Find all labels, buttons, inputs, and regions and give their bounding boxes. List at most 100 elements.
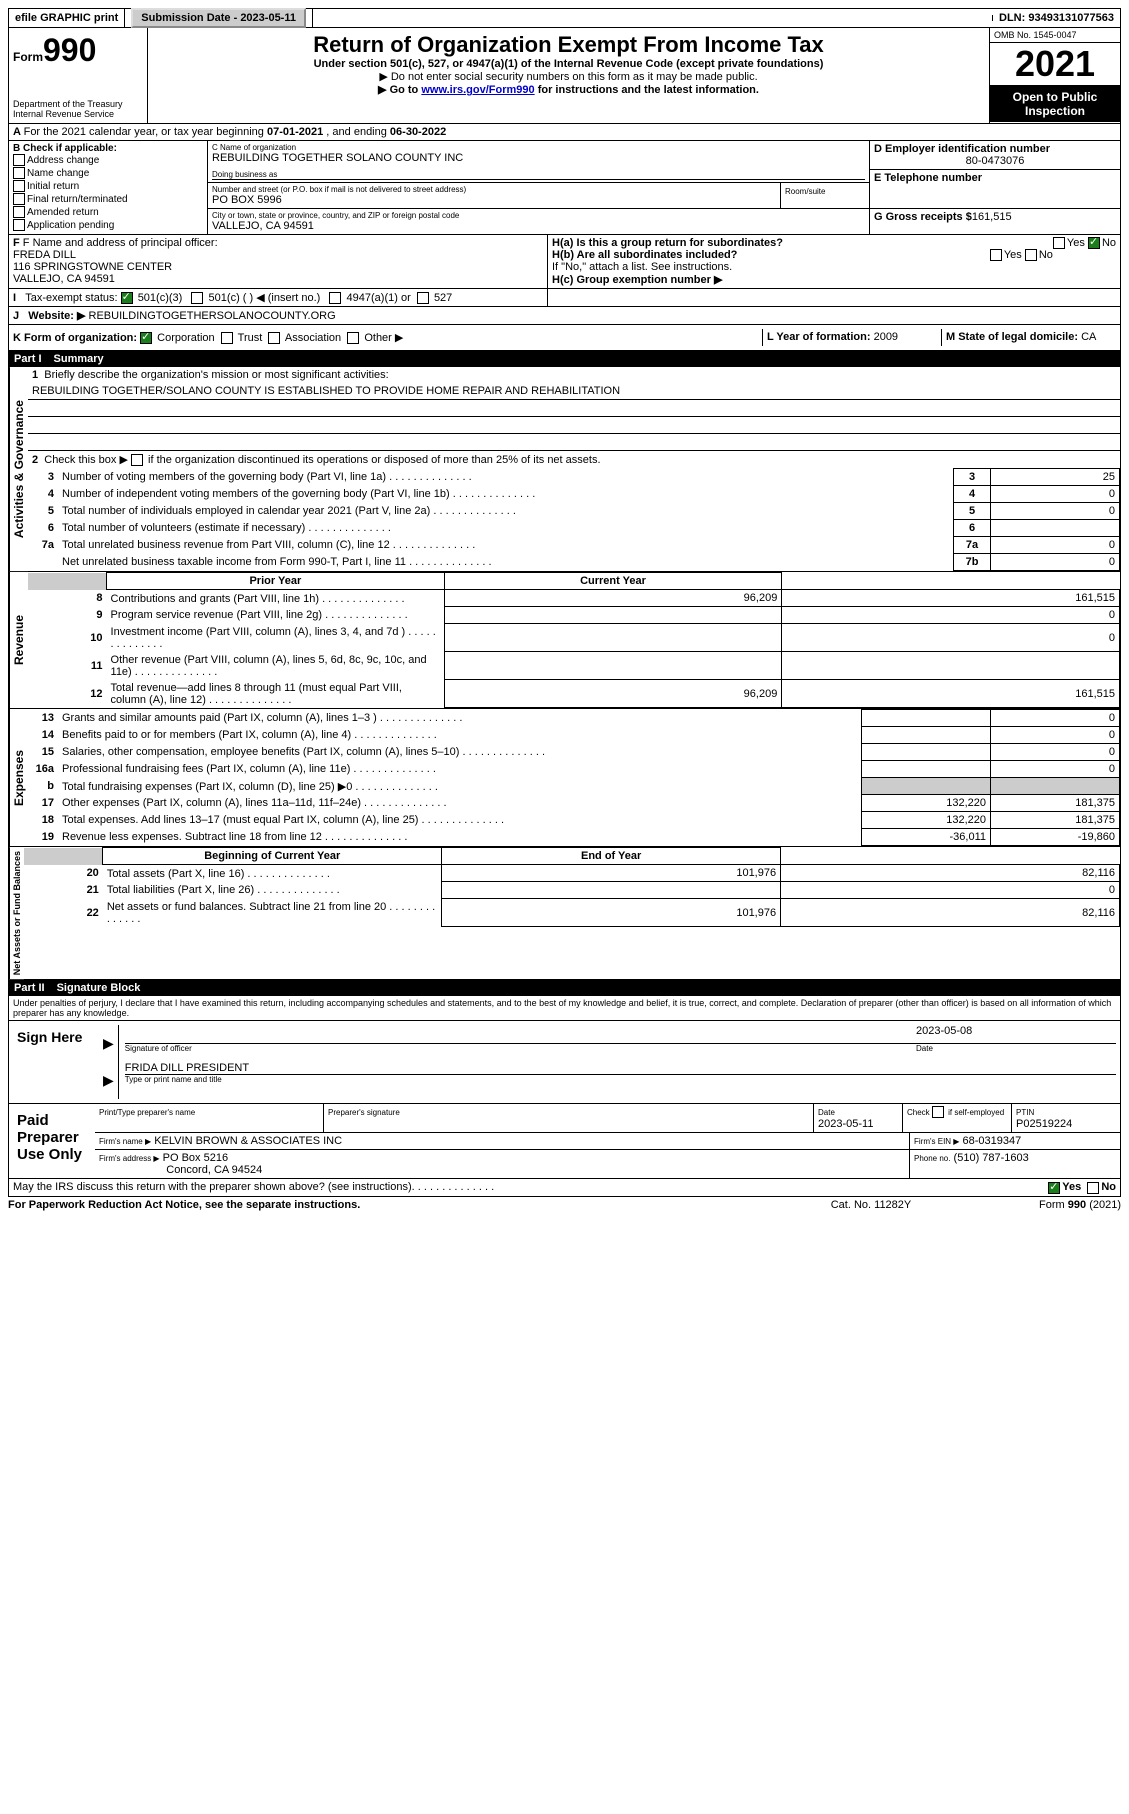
info-block-top: B Check if applicable: Address change Na… (8, 141, 1121, 235)
line-current: 0 (991, 744, 1120, 761)
line-number: 9 (28, 607, 107, 624)
check-assoc[interactable] (268, 332, 280, 344)
ha-yes[interactable] (1053, 237, 1065, 249)
check-initial[interactable] (13, 180, 25, 192)
line-prior: 101,976 (442, 899, 781, 927)
part1-label: Part I (14, 353, 54, 365)
check-trust[interactable] (221, 332, 233, 344)
line-desc: Total assets (Part X, line 16) (103, 865, 442, 882)
line-value (991, 520, 1120, 537)
line-number: 18 (28, 812, 58, 829)
line-current (782, 652, 1120, 680)
check-pending[interactable] (13, 219, 25, 231)
line-desc: Other expenses (Part IX, column (A), lin… (58, 795, 862, 812)
col-begin: Beginning of Current Year (204, 850, 340, 862)
prep-name-label: Print/Type preparer's name (99, 1108, 195, 1117)
check-501c3[interactable] (121, 292, 133, 304)
line-box: 3 (954, 469, 991, 486)
box-g-label: G Gross receipts $ (874, 211, 972, 223)
line-box: 6 (954, 520, 991, 537)
line-desc: Benefits paid to or for members (Part IX… (58, 727, 862, 744)
check-527[interactable] (417, 292, 429, 304)
line-number: 15 (28, 744, 58, 761)
paid-preparer-block: Paid Preparer Use Only Print/Type prepar… (8, 1104, 1121, 1179)
row-j: J Website: ▶ REBUILDINGTOGETHERSOLANOCOU… (8, 307, 1121, 325)
check-self-employed[interactable] (932, 1106, 944, 1118)
line-current: 0 (782, 624, 1120, 652)
firm-name-label: Firm's name ▶ (99, 1137, 151, 1146)
paid-preparer-label: Paid Preparer Use Only (9, 1104, 95, 1178)
irs-label: Internal Revenue Service (13, 109, 143, 119)
type-name-label: Type or print name and title (125, 1075, 1116, 1084)
check-4947[interactable] (329, 292, 341, 304)
room-label: Room/suite (785, 187, 825, 196)
box-f-label: F Name and address of principal officer: (23, 237, 218, 249)
summary-governance: Activities & Governance 1 Briefly descri… (8, 367, 1121, 572)
line-number: 12 (28, 680, 107, 708)
ha-yes-label: Yes (1067, 237, 1085, 249)
form-header: Form990 Department of the Treasury Inter… (8, 28, 1121, 124)
line-current: 161,515 (782, 680, 1120, 708)
discuss-yes[interactable] (1048, 1182, 1060, 1194)
form-title: Return of Organization Exempt From Incom… (152, 32, 985, 58)
line-value: 0 (991, 554, 1120, 571)
check-name-change[interactable] (13, 167, 25, 179)
line-number: 20 (24, 865, 103, 882)
h-b2-label: If "No," attach a list. See instructions… (552, 261, 1116, 273)
box-e-label: E Telephone number (874, 172, 982, 184)
line-value: 0 (991, 486, 1120, 503)
check-501c[interactable] (191, 292, 203, 304)
line-desc: Total number of volunteers (estimate if … (58, 520, 954, 537)
gov-table: 3 Number of voting members of the govern… (28, 468, 1120, 571)
line-desc: Investment income (Part VIII, column (A)… (107, 624, 445, 652)
check-final[interactable] (13, 193, 25, 205)
line-box: 7a (954, 537, 991, 554)
line-current: 82,116 (781, 865, 1120, 882)
line-number: 4 (28, 486, 58, 503)
line-number: 16a (28, 761, 58, 778)
phone-value: (510) 787-1603 (954, 1152, 1029, 1164)
check-amended[interactable] (13, 206, 25, 218)
irs-link[interactable]: www.irs.gov/Form990 (421, 84, 534, 96)
summary-expenses: Expenses 13 Grants and similar amounts p… (8, 709, 1121, 847)
prep-sig-label: Preparer's signature (328, 1108, 400, 1117)
line-desc: Professional fundraising fees (Part IX, … (58, 761, 862, 778)
officer-name: FREDA DILL (13, 249, 543, 261)
line-prior: 96,209 (444, 590, 782, 607)
vlabel-revenue: Revenue (9, 572, 28, 708)
line-current: 0 (991, 727, 1120, 744)
submission-date-button[interactable]: Submission Date - 2023-05-11 (131, 8, 306, 28)
line-current: -19,860 (991, 829, 1120, 846)
line-prior (862, 727, 991, 744)
part1-header: Part I Summary (8, 351, 1121, 367)
box-b-title: B Check if applicable: (13, 143, 117, 154)
check-corp[interactable] (140, 332, 152, 344)
ha-no[interactable] (1088, 237, 1100, 249)
check-discontinued[interactable] (131, 454, 143, 466)
opt-corp: Corporation (157, 332, 214, 344)
part2-header: Part II Signature Block (8, 980, 1121, 996)
line-number: 17 (28, 795, 58, 812)
hb-yes[interactable] (990, 249, 1002, 261)
line-prior (444, 607, 782, 624)
line-prior (862, 761, 991, 778)
line-current: 181,375 (991, 795, 1120, 812)
opt-501c3: 501(c)(3) (138, 292, 183, 304)
summary-netassets: Net Assets or Fund Balances Beginning of… (8, 847, 1121, 980)
website-value: REBUILDINGTOGETHERSOLANOCOUNTY.ORG (89, 310, 336, 322)
line-number: 22 (24, 899, 103, 927)
line-prior (444, 652, 782, 680)
year-formation: 2009 (874, 331, 898, 343)
sig-date-value: 2023-05-08 (916, 1025, 1116, 1043)
check-other[interactable] (347, 332, 359, 344)
h-c-label: H(c) Group exemption number ▶ (552, 274, 722, 286)
check-address-change[interactable] (13, 154, 25, 166)
line-desc: Other revenue (Part VIII, column (A), li… (107, 652, 445, 680)
period-row: A For the 2021 calendar year, or tax yea… (8, 124, 1121, 141)
line-desc: Revenue less expenses. Subtract line 18 … (58, 829, 862, 846)
hb-no[interactable] (1025, 249, 1037, 261)
line-number: 13 (28, 710, 58, 727)
line-desc: Number of independent voting members of … (58, 486, 954, 503)
discuss-no[interactable] (1087, 1182, 1099, 1194)
arrow-icon-2: ▶ (99, 1062, 119, 1099)
